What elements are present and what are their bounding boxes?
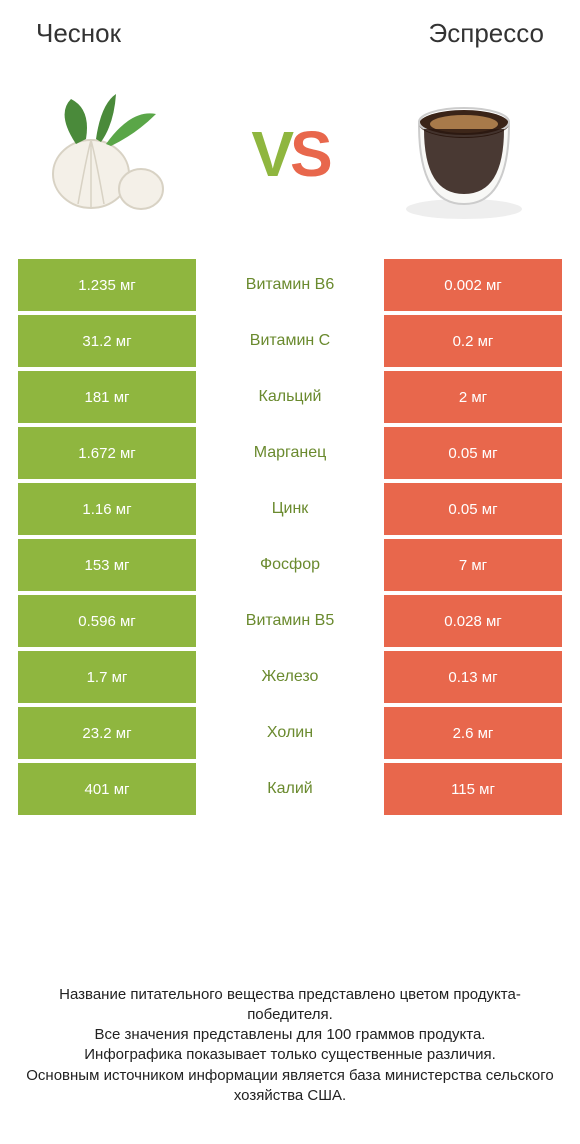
left-value: 1.235 мг [18,259,196,311]
table-row: 1.235 мгВитамин B60.002 мг [18,259,562,311]
footer-line: Основным источником информации является … [20,1066,560,1107]
nutrient-label: Марганец [196,427,384,479]
table-row: 23.2 мгХолин2.6 мг [18,707,562,759]
footer-line: Инфографика показывает только существенн… [20,1045,560,1065]
table-row: 1.672 мгМарганец0.05 мг [18,427,562,479]
left-value: 0.596 мг [18,595,196,647]
table-row: 153 мгФосфор7 мг [18,539,562,591]
right-value: 0.13 мг [384,651,562,703]
vs-v: V [251,117,290,191]
footer-line: Название питательного вещества представл… [20,985,560,1026]
table-row: 181 мгКальций2 мг [18,371,562,423]
left-value: 1.7 мг [18,651,196,703]
nutrient-label: Цинк [196,483,384,535]
right-value: 7 мг [384,539,562,591]
nutrient-label: Калий [196,763,384,815]
espresso-icon [384,74,544,234]
table-row: 1.7 мгЖелезо0.13 мг [18,651,562,703]
right-product-title: Эспрессо [429,18,544,49]
right-value: 0.05 мг [384,483,562,535]
images-row: VS [0,59,580,259]
right-value: 2.6 мг [384,707,562,759]
table-row: 31.2 мгВитамин C0.2 мг [18,315,562,367]
nutrient-label: Фосфор [196,539,384,591]
left-value: 31.2 мг [18,315,196,367]
left-product-title: Чеснок [36,18,121,49]
vs-s: S [290,117,329,191]
footer-line: Все значения представлены для 100 граммо… [20,1025,560,1045]
nutrient-label: Витамин C [196,315,384,367]
nutrient-label: Витамин B6 [196,259,384,311]
right-value: 0.05 мг [384,427,562,479]
footer-note: Название питательного вещества представл… [20,985,560,1107]
left-value: 1.16 мг [18,483,196,535]
table-row: 1.16 мгЦинк0.05 мг [18,483,562,535]
nutrient-label: Кальций [196,371,384,423]
nutrient-label: Витамин B5 [196,595,384,647]
table-row: 0.596 мгВитамин B50.028 мг [18,595,562,647]
nutrient-label: Холин [196,707,384,759]
left-value: 23.2 мг [18,707,196,759]
right-value: 0.2 мг [384,315,562,367]
right-value: 0.028 мг [384,595,562,647]
left-value: 401 мг [18,763,196,815]
nutrition-table: 1.235 мгВитамин B60.002 мг31.2 мгВитамин… [0,259,580,815]
table-row: 401 мгКалий115 мг [18,763,562,815]
header: Чеснок Эспрессо [0,0,580,59]
nutrient-label: Железо [196,651,384,703]
right-value: 2 мг [384,371,562,423]
garlic-icon [36,74,196,234]
left-value: 1.672 мг [18,427,196,479]
left-value: 181 мг [18,371,196,423]
left-value: 153 мг [18,539,196,591]
right-value: 0.002 мг [384,259,562,311]
right-value: 115 мг [384,763,562,815]
vs-label: VS [251,117,328,191]
